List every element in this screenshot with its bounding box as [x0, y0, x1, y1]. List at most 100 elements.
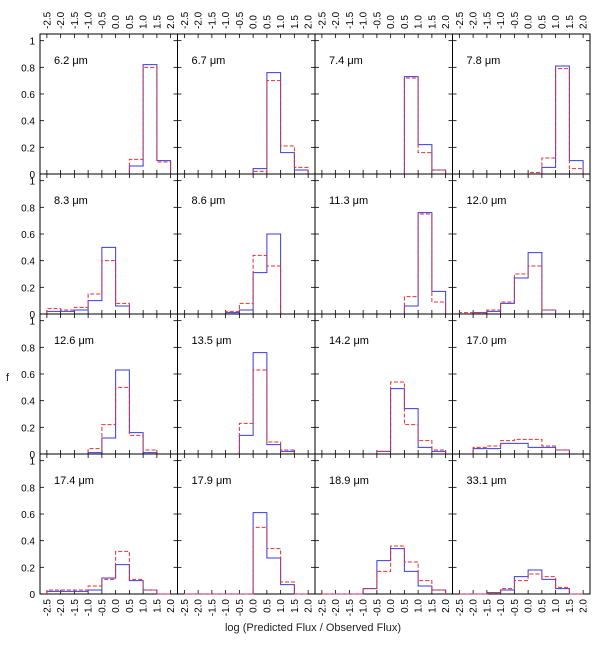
panel-11: 17.0 μm	[452, 313, 591, 455]
panel-label: 17.4 μm	[54, 475, 94, 487]
panel-7: 12.0 μm	[452, 173, 591, 315]
y-tick-label: 0.2	[21, 563, 35, 574]
x-tick-label-bottom: -2.0	[469, 599, 480, 617]
histogram-solid-line	[46, 369, 171, 455]
x-tick-label-bottom: 0.0	[249, 599, 260, 613]
panel-5: 8.6 μm	[177, 173, 316, 315]
x-tick-label-top: -2.0	[331, 11, 342, 29]
panel-label: 11.3 μm	[329, 195, 368, 207]
x-tick-label-bottom: 2.0	[441, 599, 452, 613]
panel-label: 13.5 μm	[192, 335, 232, 347]
x-tick-label-top: 1.0	[276, 15, 287, 29]
axes-text-layer: log (Predicted Flux / Observed Flux) f	[6, 372, 401, 634]
x-tick-label-bottom: -0.5	[510, 599, 521, 617]
histogram-dashed-line	[184, 526, 309, 595]
x-tick-label-top: -2.0	[194, 11, 205, 29]
x-tick-label-bottom: -2.5	[180, 599, 191, 617]
panel-label: 12.0 μm	[467, 195, 507, 207]
x-tick-label-top: -0.5	[510, 11, 521, 29]
x-tick-label-top: 0.5	[400, 15, 411, 29]
y-tick-label: 0.6	[21, 510, 35, 521]
x-tick-label-bottom: 1.5	[427, 599, 438, 613]
x-tick-label-bottom: 0.0	[524, 599, 535, 613]
x-tick-label-bottom: -1.5	[70, 599, 81, 617]
x-tick-label-bottom: 2.0	[579, 599, 590, 613]
x-tick-label-top: -2.5	[455, 11, 466, 29]
histogram-dashed-line	[184, 254, 309, 315]
histogram-solid-line	[459, 65, 584, 175]
y-tick-label: 0.2	[21, 283, 35, 294]
x-tick-label-top: 2.0	[166, 15, 177, 29]
panel-label: 17.9 μm	[192, 475, 232, 487]
y-tick-label: 0.6	[21, 230, 35, 241]
x-tick-label-top: 1.5	[290, 15, 301, 29]
panel-1: 6.7 μm -2.5 -2.0 -1.5 -1.0 -0.5 0.0 0.5 1.0 1.5 2.…	[177, 11, 316, 175]
x-tick-label-bottom: -1.0	[221, 599, 232, 617]
histogram-dashed-line	[459, 68, 584, 175]
x-tick-label-bottom: -2.0	[331, 599, 342, 617]
x-tick-label-bottom: 1.5	[152, 599, 163, 613]
x-tick-label-top: 2.0	[304, 15, 315, 29]
x-tick-label-bottom: -0.5	[97, 599, 108, 617]
y-tick-label: 0.8	[21, 63, 35, 74]
x-tick-label-bottom: -2.0	[194, 599, 205, 617]
histogram-solid-line	[184, 233, 309, 315]
histogram-solid-line	[321, 212, 447, 315]
panel-0: 6.2 μm 0 0.2 0.4 0.6 0.8 1 -2.5 -2.0 -1.5 -1.0 -0.5…	[21, 11, 178, 181]
histogram-dashed-line	[184, 80, 309, 175]
histogram-dashed-line	[46, 260, 171, 315]
x-tick-label-top: -1.0	[221, 11, 232, 29]
panel-label: 7.4 μm	[329, 55, 363, 67]
y-tick-label: 0.8	[21, 203, 35, 214]
x-tick-label-top: -2.5	[42, 11, 53, 29]
x-tick-label-top: -0.5	[97, 11, 108, 29]
panel-9: 13.5 μm	[177, 313, 316, 455]
histogram-dashed-line	[321, 381, 447, 455]
x-tick-label-bottom: 1.0	[551, 599, 562, 613]
y-tick-label: 0	[29, 170, 35, 181]
x-tick-label-top: -2.0	[469, 11, 480, 29]
x-tick-label-top: -2.0	[56, 11, 67, 29]
x-tick-label-top: -2.5	[180, 11, 191, 29]
x-tick-label-bottom: -0.5	[235, 599, 246, 617]
y-tick-label: 0.4	[21, 117, 35, 128]
x-tick-label-bottom: 1.0	[414, 599, 425, 613]
x-tick-label-top: -1.0	[496, 11, 507, 29]
panel-label: 12.6 μm	[54, 335, 94, 347]
histogram-solid-line	[321, 76, 447, 175]
x-tick-label-top: -1.0	[359, 11, 370, 29]
x-axis-label: log (Predicted Flux / Observed Flux)	[225, 622, 401, 634]
panel-label: 6.2 μm	[54, 55, 88, 67]
x-tick-label-top: 0.5	[125, 15, 136, 29]
histogram-solid-line	[459, 569, 584, 595]
panel-3: 7.8 μm -2.5 -2.0 -1.5 -1.0 -0.5 0.0 0.5 1.0 1.5 2.…	[452, 11, 591, 175]
y-tick-label: 0.8	[21, 343, 35, 354]
x-tick-label-bottom: 1.5	[565, 599, 576, 613]
panel-15: 33.1 μm -2.5 -2.0 -1.5 -1.0 -0.5 0.0 0.5 1.0 1.5 2…	[452, 453, 591, 617]
histogram-dashed-line	[459, 573, 584, 595]
histogram-solid-line	[46, 64, 172, 175]
x-tick-label-top: -2.5	[317, 11, 328, 29]
x-tick-label-bottom: 0.0	[386, 599, 397, 613]
histogram-dashed-line	[321, 213, 447, 315]
x-tick-label-top: -1.5	[70, 11, 81, 29]
x-tick-label-top: -0.5	[235, 11, 246, 29]
y-tick-label: 0	[29, 310, 35, 321]
panel-12: 17.4 μm 0 0.2 0.4 0.6 0.8 1 -2.5 -2.0 -1.5 -1.0 -0.…	[21, 453, 178, 617]
panel-frame	[452, 453, 591, 595]
x-tick-label-bottom: 1.0	[139, 599, 150, 613]
histogram-dashed-line	[459, 438, 584, 455]
panel-10: 14.2 μm	[314, 313, 453, 455]
panel-label: 8.3 μm	[54, 195, 88, 207]
x-tick-label-top: 1.0	[551, 15, 562, 29]
x-tick-label-bottom: -2.0	[56, 599, 67, 617]
x-tick-label-bottom: 0.5	[400, 599, 411, 613]
x-tick-label-top: 1.0	[139, 15, 150, 29]
histogram-solid-line	[184, 352, 309, 455]
y-tick-label: 1	[29, 37, 35, 48]
panel-label: 8.6 μm	[192, 195, 226, 207]
histogram-dashed-line	[46, 550, 171, 595]
panel-label: 6.7 μm	[192, 55, 226, 67]
